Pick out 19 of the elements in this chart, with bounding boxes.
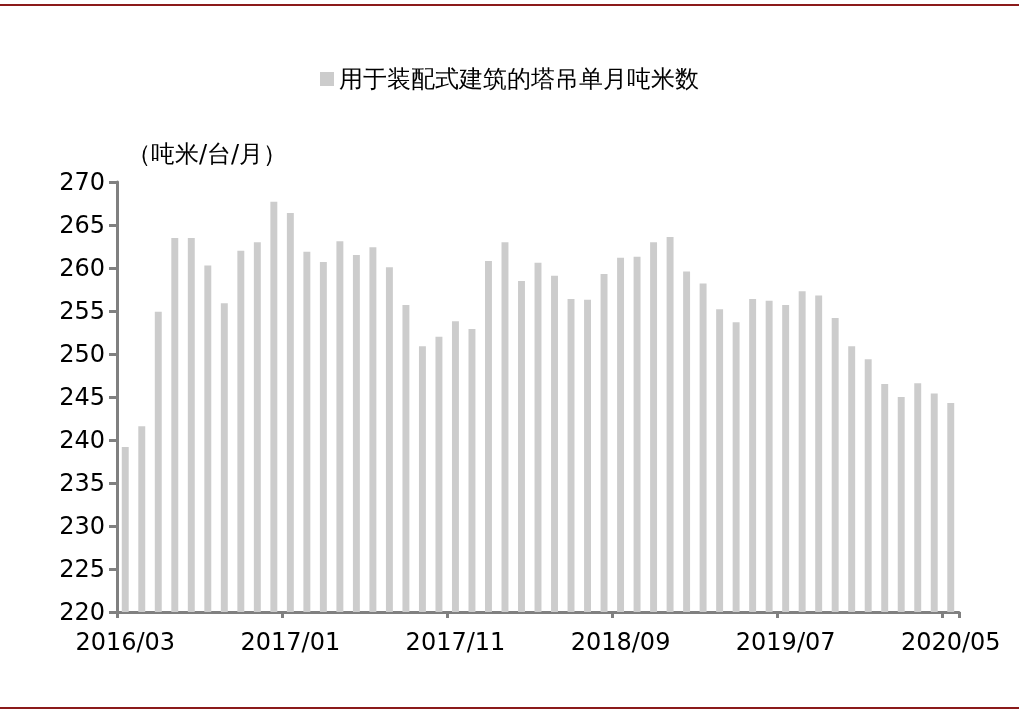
y-tick-label: 220 xyxy=(59,598,105,626)
x-tick-label: 2017/01 xyxy=(240,628,341,656)
y-axis-title: （吨米/台/月） xyxy=(127,140,288,168)
y-tick-label: 235 xyxy=(59,469,105,497)
y-tick-label: 225 xyxy=(59,555,105,583)
y-tick-label: 260 xyxy=(59,254,105,282)
y-tick-label: 230 xyxy=(59,512,105,540)
y-tick-label: 265 xyxy=(59,211,105,239)
x-tick-label: 2016/03 xyxy=(75,628,176,656)
y-tick-label: 240 xyxy=(59,426,105,454)
y-tick-label: 270 xyxy=(59,168,105,196)
y-tick-label: 255 xyxy=(59,297,105,325)
x-tick-label: 2020/05 xyxy=(900,628,1001,656)
x-tick-label: 2017/11 xyxy=(405,628,506,656)
x-tick-label: 2019/07 xyxy=(735,628,836,656)
x-tick-label: 2018/09 xyxy=(570,628,671,656)
legend-label: 用于装配式建筑的塔吊单月吨米数 xyxy=(339,65,699,93)
y-tick-label: 250 xyxy=(59,340,105,368)
y-tick-label: 245 xyxy=(59,383,105,411)
